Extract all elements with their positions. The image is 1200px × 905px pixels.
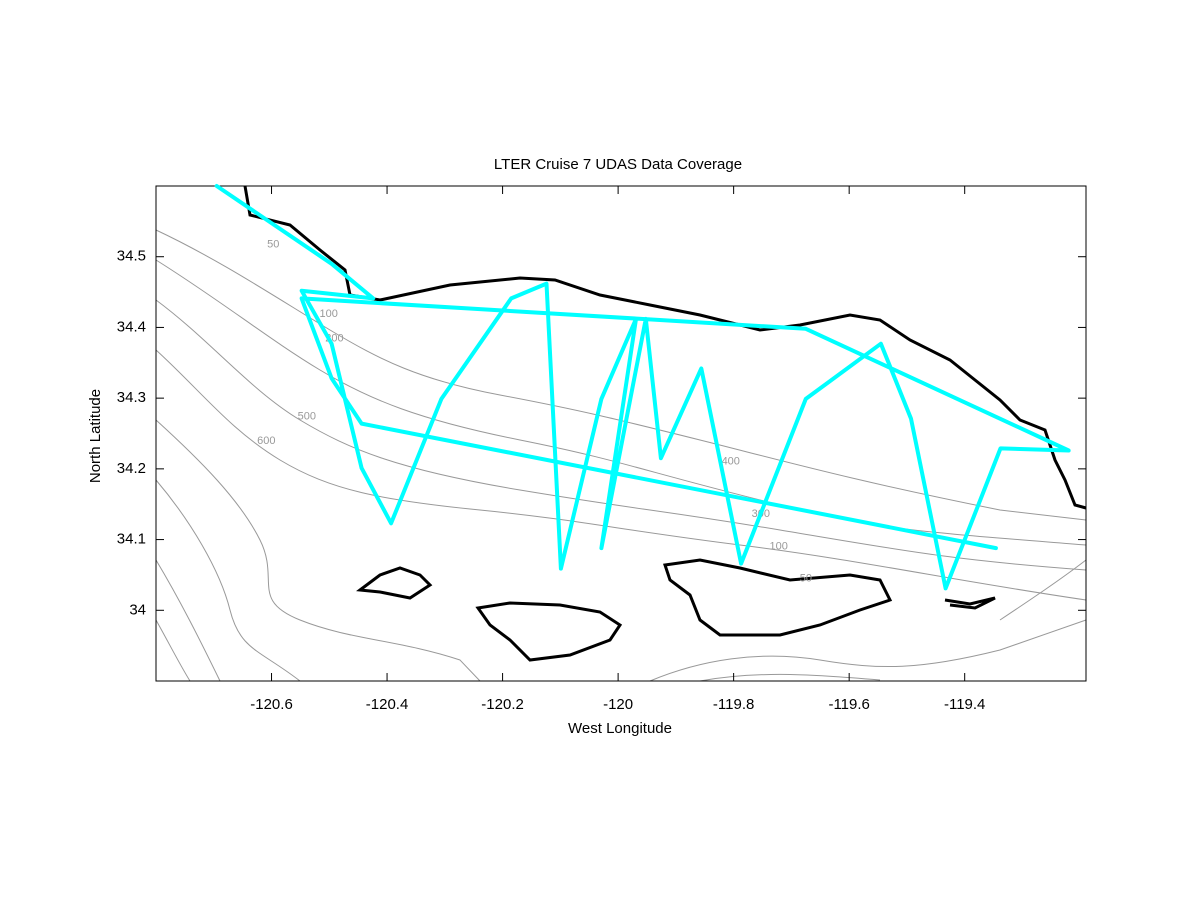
x-tick-label: -120.6 <box>250 696 293 713</box>
y-tick-label: 34.1 <box>117 531 146 548</box>
ship-track <box>214 184 1071 591</box>
x-tick-label: -120 <box>603 696 633 713</box>
contour-label: 500 <box>298 410 316 422</box>
bathymetry-contours <box>155 229 1087 682</box>
contour-label: 50 <box>267 239 279 251</box>
y-tick-label: 34.3 <box>117 389 146 406</box>
y-axis-label: North Latitude <box>87 389 104 483</box>
plot-frame <box>155 185 1087 682</box>
x-tick-label: -120.2 <box>481 696 524 713</box>
chart-title: LTER Cruise 7 UDAS Data Coverage <box>494 156 742 173</box>
x-tick-label: -120.4 <box>366 696 409 713</box>
x-axis-label: West Longitude <box>568 720 672 737</box>
contour-label: 50 <box>800 572 812 584</box>
contour-label: 100 <box>770 541 788 553</box>
contour-label: 600 <box>257 435 275 447</box>
x-tick-label: -119.4 <box>944 696 985 713</box>
x-tick-label: -119.6 <box>828 696 869 713</box>
y-tick-label: 34.5 <box>117 248 146 265</box>
x-tick-label: -119.8 <box>713 696 754 713</box>
contour-label: 100 <box>320 308 338 320</box>
contour-label: 400 <box>722 456 740 468</box>
y-tick-label: 34 <box>129 601 146 618</box>
y-tick-label: 34.2 <box>117 460 146 477</box>
y-tick-label: 34.4 <box>117 318 146 335</box>
